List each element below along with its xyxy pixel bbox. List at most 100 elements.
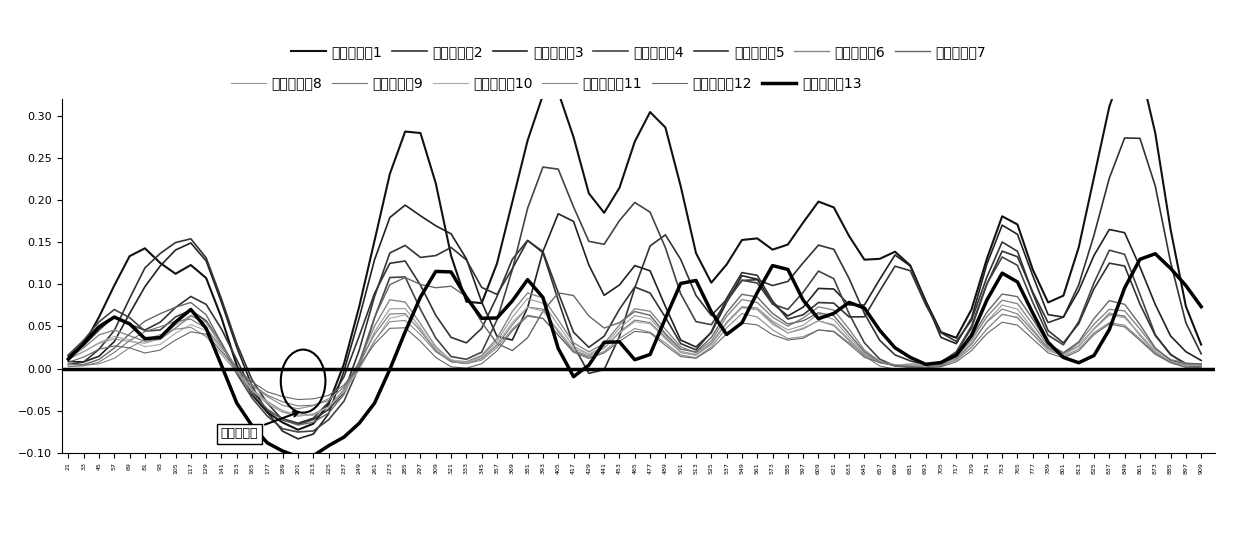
被试驾驾员7 [153, 310, 167, 317]
被试驾驾员2 [965, 325, 980, 331]
被试驾驾员2 [1194, 351, 1209, 357]
被试驾驾员13 [290, 453, 305, 460]
被试驾驾员4 [153, 327, 167, 333]
被试驾驾员7 [1194, 361, 1209, 368]
被试驾驾员9 [61, 363, 76, 370]
被试驾驾员7 [949, 353, 963, 360]
被试驾驾员1 [1194, 341, 1209, 348]
Line: 被试驾驾员12: 被试驾驾员12 [68, 316, 1202, 400]
被试驾驾员12 [153, 347, 167, 353]
Line: 被试驾驾员13: 被试驾驾员13 [68, 254, 1202, 457]
被试驾驾员12 [1194, 363, 1209, 369]
被试驾驾员4 [536, 164, 551, 171]
被试驾驾员7 [1025, 316, 1040, 322]
被试驾驾员10 [61, 355, 76, 362]
被试驾驾员10 [520, 304, 534, 311]
被试驾驾员12 [980, 330, 994, 337]
Line: 被试驾驾员3: 被试驾驾员3 [68, 205, 1202, 439]
被试驾驾员6 [980, 314, 994, 320]
被试驾驾员9 [290, 402, 305, 409]
被试驾驾员3 [1025, 272, 1040, 279]
Line: 被试驾驾员9: 被试驾驾员9 [68, 307, 1202, 406]
Line: 被试驾驾员8: 被试驾驾员8 [68, 299, 1202, 416]
Line: 被试驾驾员6: 被试驾驾员6 [68, 293, 1202, 416]
被试驾驾员9 [1025, 327, 1040, 334]
被试驾驾员3 [1102, 226, 1117, 233]
被试驾驾员12 [520, 313, 534, 320]
被试驾驾员6 [1194, 362, 1209, 369]
被试驾驾员6 [290, 412, 305, 419]
被试驾驾员4 [949, 348, 963, 355]
被试驾驾员8 [290, 413, 305, 420]
被试驾驾员4 [994, 254, 1009, 261]
被试驾驾员9 [153, 323, 167, 330]
被试驾驾员12 [1025, 336, 1040, 342]
被试驾驾员2 [153, 319, 167, 326]
被试驾驾员8 [980, 319, 994, 325]
被试驾驾员9 [520, 304, 534, 310]
被试驾驾员12 [290, 396, 305, 403]
被试驾驾员4 [290, 429, 305, 436]
被试驾驾员1 [290, 427, 305, 433]
被试驾驾员5 [949, 338, 963, 345]
被试驾驾员7 [1102, 298, 1117, 304]
被试驾驾员13 [934, 359, 949, 366]
被试驾驾员3 [949, 341, 963, 347]
被试驾驾员6 [949, 354, 963, 360]
被试驾驾员2 [934, 359, 949, 365]
Line: 被试驾驾员10: 被试驾驾员10 [68, 307, 1202, 416]
被试驾驾员13 [153, 335, 167, 341]
被试驾驾员1 [965, 306, 980, 312]
被试驾驾员11 [153, 331, 167, 338]
Line: 被试驾驾员11: 被试驾驾员11 [68, 314, 1202, 408]
被试驾驾员10 [994, 311, 1009, 318]
被试驾驾员2 [290, 420, 305, 427]
被试驾驾员10 [1194, 363, 1209, 369]
被试驾驾员3 [980, 261, 994, 268]
被试驾驾员11 [994, 311, 1009, 317]
被试驾驾员1 [934, 329, 949, 336]
被试驾驾员12 [949, 359, 963, 365]
被试驾驾员9 [980, 319, 994, 325]
被试驾驾员11 [61, 361, 76, 368]
被试驾驾员1 [153, 259, 167, 266]
被试驾驾员9 [1194, 364, 1209, 371]
被试驾驾员10 [949, 357, 963, 363]
被试驾驾员13 [1011, 279, 1025, 285]
被试驾驾员11 [290, 405, 305, 412]
被试驾驾员13 [61, 356, 76, 363]
Line: 被试驾驾员4: 被试驾驾员4 [68, 167, 1202, 432]
被试驾驾员8 [520, 295, 534, 302]
被试驾驾员8 [153, 335, 167, 342]
被试驾驾员8 [949, 355, 963, 362]
被试驾驾员12 [994, 319, 1009, 326]
被试驾驾员3 [153, 263, 167, 269]
被试驾驾员8 [994, 302, 1009, 309]
Line: 被试驾驾员1: 被试驾驾员1 [68, 63, 1202, 430]
被试驾驾员5 [153, 250, 167, 257]
被试驾驾员7 [994, 291, 1009, 298]
被试驾驾员1 [980, 256, 994, 262]
被试驾驾员2 [1117, 135, 1132, 141]
被试驾驾员1 [1011, 221, 1025, 228]
被试驾驾员5 [1102, 260, 1117, 267]
被试驾驾员1 [61, 353, 76, 359]
被试驾驾员1 [1086, 174, 1101, 181]
被试驾驾员8 [1025, 326, 1040, 332]
被试驾驾员5 [1194, 365, 1209, 371]
被试驾驾员9 [1102, 311, 1117, 317]
被试驾驾员5 [994, 238, 1009, 245]
被试驾驾员7 [61, 361, 76, 368]
被试驾驾员13 [1148, 251, 1163, 257]
被试驾驾员5 [184, 236, 198, 242]
被试驾驾员2 [1086, 232, 1101, 238]
被试驾驾员1 [1117, 60, 1132, 67]
Text: 驾驾员疲劳: 驾驾员疲劳 [221, 412, 299, 440]
被试驾驾员10 [980, 326, 994, 332]
被试驾驾员10 [290, 412, 305, 419]
被试驾驾员3 [1194, 357, 1209, 364]
被试驾驾员10 [1102, 312, 1117, 319]
被试驾驾员4 [980, 280, 994, 287]
被试驾驾员13 [965, 332, 980, 338]
被试驾驾员10 [1025, 331, 1040, 338]
